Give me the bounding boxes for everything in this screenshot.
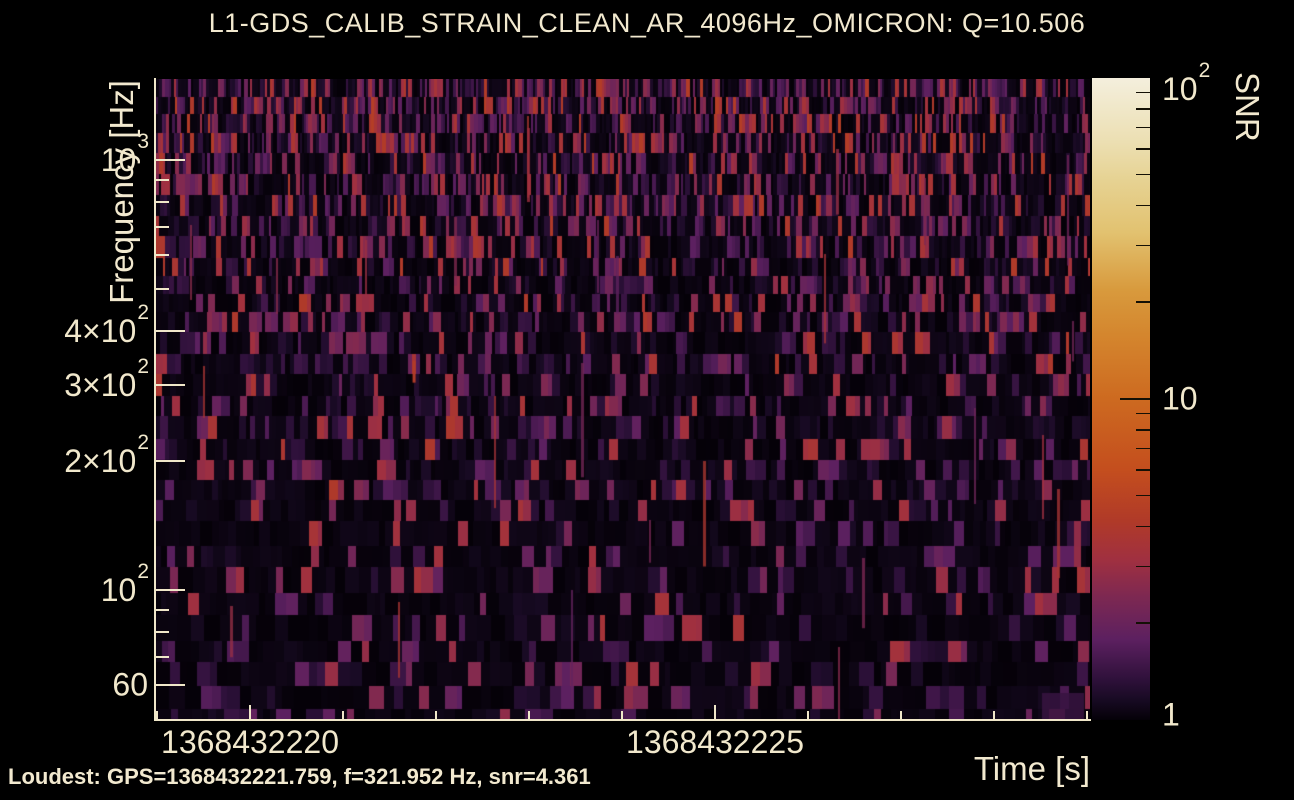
y-tick-label: 102 [100,560,149,608]
colorbar-minor-tick [1136,494,1150,497]
colorbar-minor-tick [1136,429,1150,431]
y-axis-line [154,78,156,721]
y-major-tick [155,159,185,161]
colorbar-minor-tick [1136,301,1150,303]
x-minor-tick [993,711,995,720]
y-minor-tick [155,200,169,203]
x-minor-tick [807,711,809,720]
colorbar-title: SNR [1229,72,1266,142]
colorbar-minor-tick [1136,148,1150,150]
colorbar-minor-tick [1136,126,1150,129]
y-axis-title: Frequency [Hz] [102,80,140,304]
colorbar-major-tick [1120,398,1150,400]
x-minor-tick [342,711,344,720]
colorbar-minor-tick [1136,447,1150,450]
colorbar-tick-label: 10 [1162,380,1198,417]
x-minor-tick [1086,711,1088,720]
plot-title: L1-GDS_CALIB_STRAIN_CLEAN_AR_4096Hz_OMIC… [208,8,1086,38]
y-minor-tick [155,178,169,181]
x-minor-tick [156,711,158,720]
x-minor-tick [900,711,902,720]
y-major-tick [155,589,185,591]
x-major-tick [249,705,251,720]
y-tick-label: 2×102 [64,430,149,479]
x-minor-tick [621,711,623,720]
colorbar-minor-tick [1136,622,1150,624]
y-minor-tick [155,630,169,633]
y-tick-label: 103 [100,130,149,178]
colorbar-minor-tick [1136,412,1150,415]
x-tick-label: 1368432220 [161,724,339,760]
y-minor-tick [155,288,169,291]
colorbar-minor-tick [1136,173,1150,176]
colorbar-minor-tick [1136,565,1150,568]
colorbar-minor-tick [1136,91,1150,94]
x-minor-tick [528,711,530,720]
colorbar-minor-tick [1136,108,1150,110]
x-major-tick [714,705,716,720]
y-tick-label: 3×102 [64,355,149,403]
y-minor-tick [155,225,169,228]
colorbar-tick-label: 1 [1162,696,1180,733]
colorbar-minor-tick [1136,244,1150,247]
colorbar-tick-label: 102 [1162,59,1211,107]
x-minor-tick [435,711,437,720]
y-major-tick [155,684,185,687]
x-axis-line [154,719,1091,721]
y-tick-label: 60 [112,666,148,703]
loudest-event-text: Loudest: GPS=1368432221.759, f=321.952 H… [8,764,591,789]
y-minor-tick [155,254,169,257]
colorbar-minor-tick [1136,204,1150,207]
colorbar-minor-tick [1136,469,1150,471]
x-axis-title: Time [s] [973,750,1090,787]
spectrogram-heatmap [156,79,1090,721]
colorbar-minor-tick [1136,525,1150,528]
y-minor-tick [155,655,169,658]
y-minor-tick [155,608,169,611]
y-tick-label: 4×102 [64,301,149,349]
x-tick-label: 1368432225 [626,724,804,760]
y-major-tick [155,330,185,333]
y-major-tick [155,383,185,386]
y-major-tick [155,459,185,462]
